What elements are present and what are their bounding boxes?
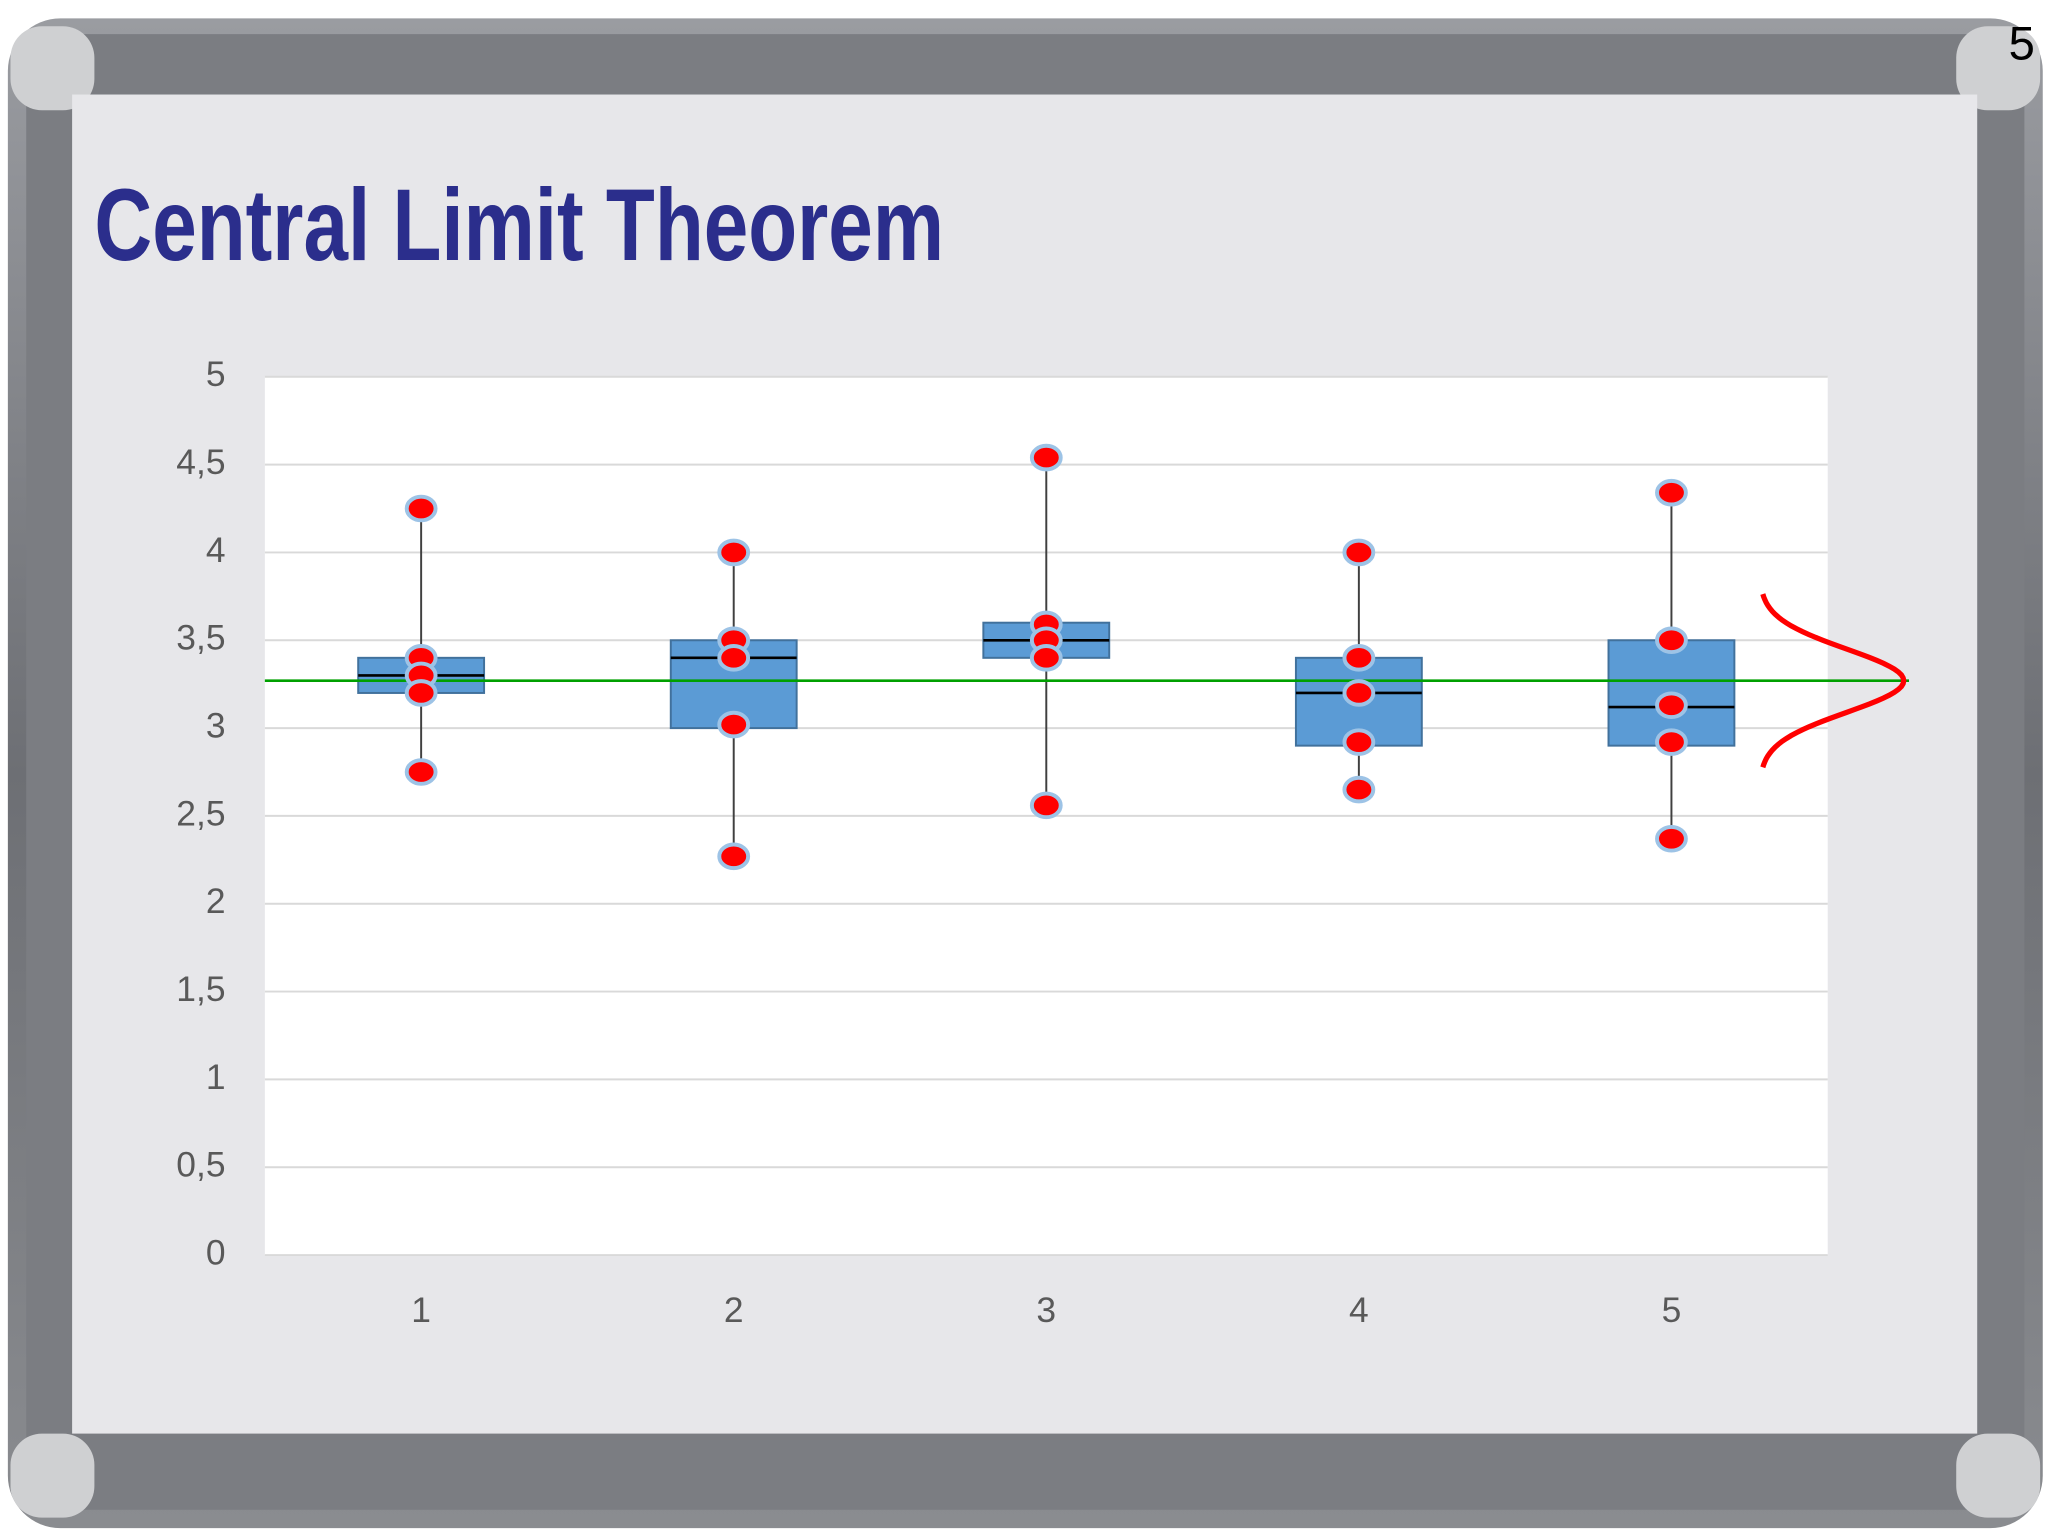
y-tick-label: 2 (206, 881, 226, 921)
y-tick-label: 4 (206, 530, 226, 570)
data-point (1342, 538, 1376, 567)
data-point (717, 538, 751, 567)
slide-number: 5 (2009, 18, 2035, 71)
y-tick-label: 1 (206, 1057, 226, 1097)
data-point (717, 842, 751, 871)
data-point (1029, 443, 1063, 472)
data-point (404, 679, 438, 707)
x-tick-label: 4 (1349, 1290, 1369, 1330)
data-point (1342, 775, 1376, 804)
y-tick-label: 1,5 (176, 969, 225, 1009)
y-tick-label: 4,5 (176, 442, 225, 482)
y-tick-label: 0,5 (176, 1145, 225, 1185)
y-tick-label: 3,5 (176, 618, 225, 658)
data-point (404, 494, 438, 523)
data-point (1029, 644, 1063, 672)
x-tick-label: 2 (724, 1290, 744, 1330)
data-point (1655, 691, 1688, 720)
chart: 0 0,5 1 1,5 2 2,5 3 3,5 4 4,5 5 1 2 3 4 5 (176, 354, 1910, 1330)
y-tick-label: 5 (206, 354, 226, 394)
frame-corner (1956, 1433, 2041, 1518)
x-tick-label: 5 (1662, 1290, 1682, 1330)
data-point (717, 644, 751, 672)
data-point (1655, 478, 1688, 507)
x-tick-label: 3 (1036, 1290, 1056, 1330)
normal-curve (1760, 593, 1907, 769)
slide-title: Central Limit Theorem (94, 167, 944, 282)
data-point (717, 710, 751, 739)
x-tick-label: 1 (411, 1290, 431, 1330)
data-point (1029, 791, 1063, 820)
data-point (1655, 626, 1688, 655)
data-point (1342, 728, 1376, 756)
frame-corner (1956, 26, 2041, 111)
frame-corner (10, 26, 95, 111)
y-tick-label: 3 (206, 705, 226, 745)
data-point (1655, 824, 1688, 853)
frame-corner (10, 1433, 95, 1518)
data-point (1655, 728, 1688, 756)
data-point (1342, 679, 1376, 707)
data-point (404, 758, 438, 786)
y-tick-label: 0 (206, 1232, 226, 1272)
data-point (1342, 644, 1376, 672)
y-tick-label: 2,5 (176, 793, 225, 833)
